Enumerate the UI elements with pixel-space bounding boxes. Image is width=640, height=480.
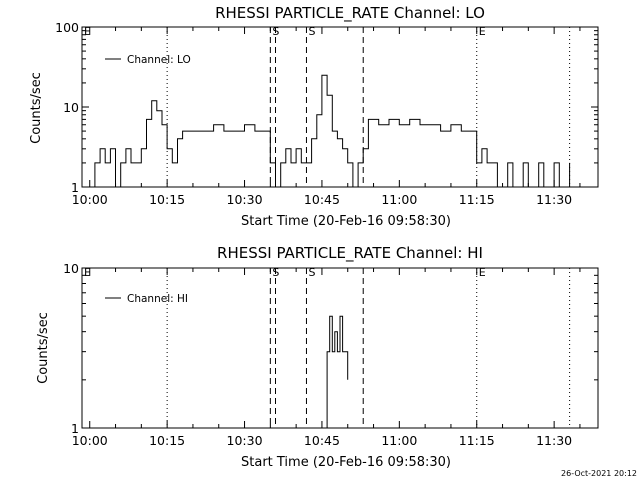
y-axis-label: Counts/sec (36, 312, 51, 384)
x-tick-label: 10:30 (227, 192, 263, 207)
legend-entry-hi: Channel: HI (127, 293, 188, 305)
y-tick-label: 1 (71, 421, 79, 436)
x-tick-label: 10:45 (304, 192, 340, 207)
hi-channel-panel: RHESSI PARTICLE_RATE Channel: HI ESSE 10… (36, 244, 599, 470)
event-marker-label: E (479, 25, 486, 38)
y-tick-label: 10 (63, 261, 79, 276)
y-tick-label: 1 (71, 180, 79, 195)
event-marker-label: S (308, 266, 315, 279)
x-tick-label: 11:30 (536, 433, 572, 448)
event-marker-label: S (308, 25, 315, 38)
generation-timestamp: 26-Oct-2021 20:12 (561, 469, 637, 478)
event-marker-label: E (479, 266, 486, 279)
lo-channel-panel: RHESSI PARTICLE_RATE Channel: LO ESSE 10… (29, 4, 599, 229)
x-tick-label: 10:30 (227, 433, 263, 448)
x-tick-label: 10:15 (149, 433, 185, 448)
legend-entry-lo: Channel: LO (127, 54, 191, 66)
x-tick-label: 10:00 (72, 433, 108, 448)
y-tick-label: 10 (63, 100, 79, 115)
x-tick-label: 11:15 (459, 192, 495, 207)
x-axis-label: Start Time (20-Feb-16 09:58:30) (241, 455, 451, 470)
x-axis-label: Start Time (20-Feb-16 09:58:30) (241, 214, 451, 229)
series-line-lo (89, 74, 571, 188)
x-tick-label: 10:45 (304, 433, 340, 448)
event-marker-label: E (84, 266, 91, 279)
chart-title: RHESSI PARTICLE_RATE Channel: HI (217, 244, 483, 263)
x-tick-label: 10:00 (72, 192, 108, 207)
y-axis-label: Counts/sec (29, 72, 44, 144)
series-line-hi (321, 315, 349, 429)
x-tick-label: 11:30 (536, 192, 572, 207)
chart-title: RHESSI PARTICLE_RATE Channel: LO (215, 4, 485, 23)
x-tick-label: 11:00 (381, 433, 417, 448)
x-tick-label: 11:00 (381, 192, 417, 207)
event-marker-label: E (84, 25, 91, 38)
x-tick-label: 10:15 (149, 192, 185, 207)
x-tick-label: 11:15 (459, 433, 495, 448)
y-tick-label: 100 (55, 20, 79, 35)
